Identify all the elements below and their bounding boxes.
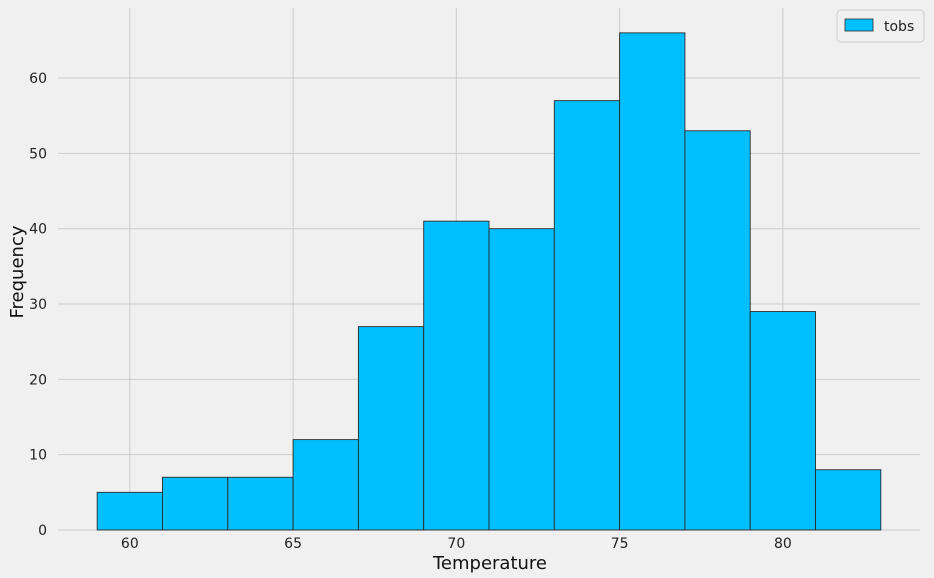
y-tick-label: 50 bbox=[29, 146, 47, 162]
histogram-bar bbox=[619, 32, 686, 531]
histogram-bar bbox=[227, 476, 294, 531]
histogram-bar bbox=[488, 228, 555, 531]
histogram-bar bbox=[96, 491, 163, 531]
bars bbox=[96, 32, 882, 531]
x-tick-label: 75 bbox=[611, 536, 629, 552]
histogram-bar bbox=[292, 439, 359, 531]
y-tick-label: 30 bbox=[29, 297, 47, 313]
x-tick-label: 70 bbox=[447, 536, 465, 552]
y-axis-label: Frequency bbox=[7, 225, 28, 318]
histogram-bar bbox=[423, 220, 490, 531]
histogram-bar bbox=[162, 476, 229, 531]
histogram-bar bbox=[553, 100, 621, 531]
legend-swatch bbox=[844, 18, 874, 32]
histogram-bar bbox=[815, 469, 882, 531]
legend-frame bbox=[836, 9, 925, 43]
histogram-bar bbox=[357, 326, 425, 531]
y-tick-label: 40 bbox=[29, 222, 47, 238]
y-tick-label: 20 bbox=[29, 372, 47, 388]
y-tick-label: 0 bbox=[38, 523, 47, 539]
y-tick-label: 10 bbox=[29, 448, 47, 464]
histogram-bar bbox=[684, 130, 751, 531]
legend: tobs bbox=[836, 9, 925, 43]
y-tick-labels: 0 10 20 30 40 50 60 bbox=[29, 71, 47, 539]
x-tick-labels: 60 65 70 75 80 bbox=[121, 536, 792, 552]
x-tick-label: 65 bbox=[284, 536, 302, 552]
y-tick-label: 60 bbox=[29, 71, 47, 87]
legend-label-tobs: tobs bbox=[884, 19, 914, 35]
x-tick-label: 60 bbox=[121, 536, 139, 552]
histogram-bar bbox=[749, 311, 816, 531]
x-tick-label: 80 bbox=[774, 536, 792, 552]
x-axis-label: Temperature bbox=[432, 553, 547, 574]
